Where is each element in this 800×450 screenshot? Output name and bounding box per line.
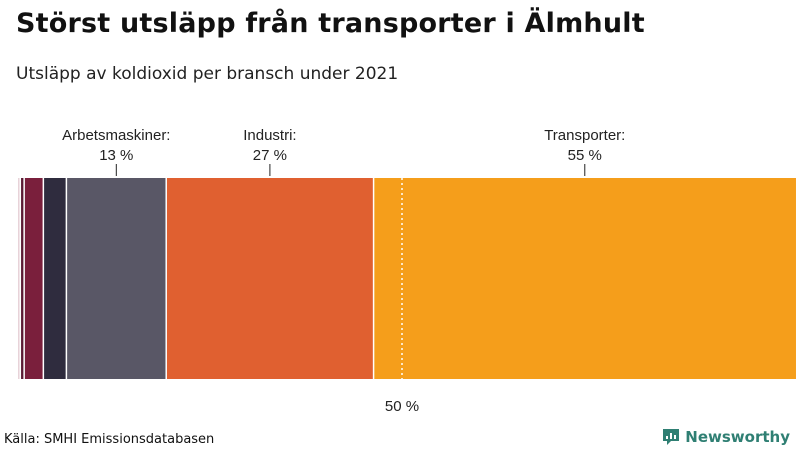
bar-segment-2 bbox=[24, 178, 44, 379]
segment-labels: Arbetsmaskiner: 13 % Industri: 27 % Transpor… bbox=[62, 127, 625, 176]
bar-segment-0 bbox=[18, 178, 21, 379]
bar-segment-6 bbox=[373, 178, 796, 379]
segment-value-label-4: 13 % bbox=[99, 147, 133, 164]
brand-logo[interactable]: Newsworthy bbox=[662, 428, 790, 446]
chart-title: Störst utsläpp från transporter i Älmhul… bbox=[16, 8, 645, 39]
stacked-bar-chart: 50 % Arbetsmaskiner: 13 % Industri: 27 % Tra… bbox=[18, 127, 796, 415]
segment-label-6: Transporter: bbox=[544, 127, 625, 144]
newsworthy-logo-icon bbox=[663, 429, 680, 445]
source-note: Källa: SMHI Emissionsdatabasen bbox=[4, 432, 215, 447]
segment-label-4: Arbetsmaskiner: bbox=[62, 127, 170, 144]
bar-segments bbox=[18, 178, 796, 379]
segment-value-label-5: 27 % bbox=[253, 147, 287, 164]
segment-label-5: Industri: bbox=[243, 127, 296, 144]
segment-value-label-6: 55 % bbox=[568, 147, 602, 164]
brand-name: Newsworthy bbox=[685, 428, 790, 446]
bar-segment-3 bbox=[43, 178, 67, 379]
bar-segment-4 bbox=[66, 178, 167, 379]
bar-segment-1 bbox=[20, 178, 25, 379]
chart-subtitle: Utsläpp av koldioxid per bransch under 2… bbox=[16, 64, 399, 84]
reference-line-label: 50 % bbox=[385, 398, 419, 415]
bar-segment-5 bbox=[166, 178, 374, 379]
